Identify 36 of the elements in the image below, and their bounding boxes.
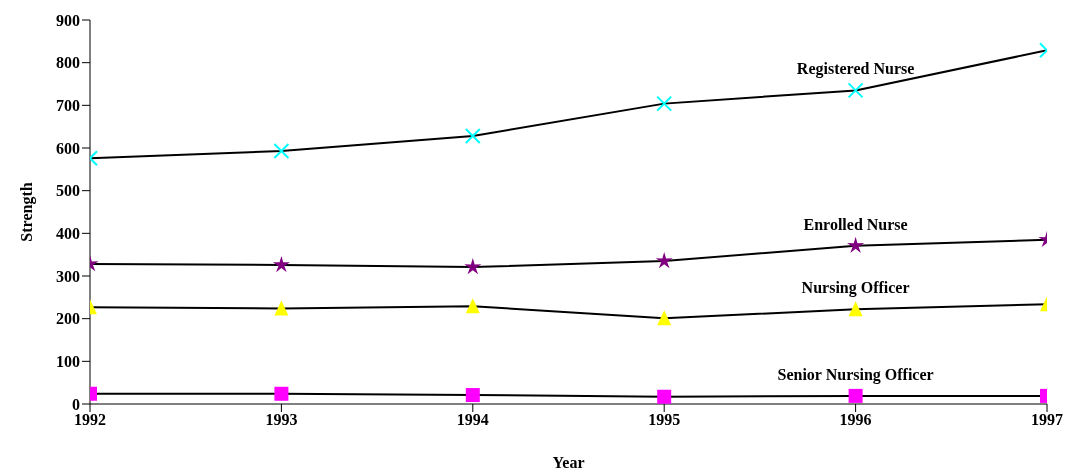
point	[657, 310, 672, 326]
y-tick-label: 400	[56, 225, 80, 243]
point	[465, 388, 480, 403]
point	[273, 142, 290, 159]
point	[848, 388, 863, 403]
point	[274, 386, 289, 401]
point	[656, 95, 673, 112]
x-tick-label: 1994	[456, 411, 489, 429]
y-tick-label: 800	[56, 54, 80, 72]
y-tick-label: 700	[56, 97, 80, 115]
x-axis-title: Year	[552, 454, 585, 471]
series-label: Enrolled Nurse	[803, 215, 908, 233]
point	[657, 389, 672, 404]
x-tick-label: 1995	[648, 411, 681, 429]
point	[274, 300, 289, 316]
y-tick-label: 600	[56, 139, 80, 157]
x-tick-label: 1993	[265, 411, 298, 429]
point	[464, 258, 482, 275]
y-axis-title: Strength	[17, 182, 36, 242]
point	[848, 301, 863, 317]
y-tick-label: 100	[56, 353, 80, 371]
series-label: Nursing Officer	[801, 279, 910, 298]
y-tick-label: 200	[56, 310, 80, 328]
series-label: Registered Nurse	[796, 60, 915, 79]
y-tick-label: 900	[56, 11, 80, 29]
x-tick-label: 1992	[74, 411, 106, 429]
y-tick-label: 500	[56, 182, 80, 200]
y-tick-label: 300	[56, 267, 80, 285]
x-tick-label: 1996	[839, 411, 872, 429]
point	[847, 82, 864, 99]
y-tick-label: 0	[72, 395, 80, 413]
point	[465, 298, 480, 314]
point	[655, 252, 673, 269]
series-label: Senior Nursing Officer	[777, 365, 934, 384]
x-tick-label: 1997	[1031, 411, 1063, 429]
point	[464, 128, 481, 145]
